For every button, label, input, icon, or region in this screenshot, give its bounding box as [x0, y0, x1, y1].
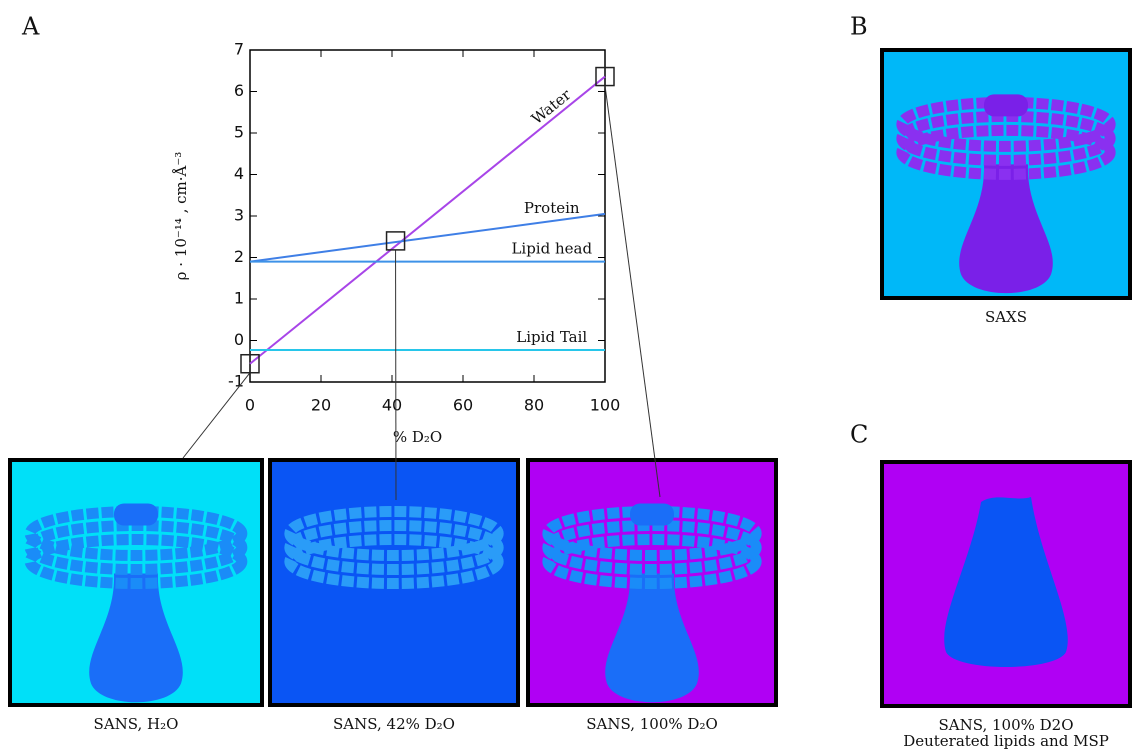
nanodisc-band [542, 520, 762, 575]
connector [604, 85, 661, 498]
protein-shape [89, 573, 183, 703]
nanodisc-band [542, 534, 762, 589]
nanodisc-band [896, 96, 1116, 152]
nanodisc-band [24, 534, 248, 589]
x-tick-label: 80 [524, 396, 544, 415]
protein-top [984, 94, 1028, 117]
panel-label: B [850, 13, 868, 41]
x-tick-label: 20 [311, 396, 331, 415]
x-tick-label: 100 [590, 396, 621, 415]
nanodisc-band [284, 534, 504, 589]
nanodisc-band [542, 506, 762, 561]
sample-image [526, 458, 778, 707]
x-tick-label: 60 [453, 396, 473, 415]
y-axis-label: ρ · 10⁻¹⁴ , cm·Å⁻³ [172, 152, 190, 281]
line [249, 75, 606, 365]
panel-label: C [850, 421, 868, 449]
y-tick-label: 6 [234, 81, 244, 100]
nanodisc-band [284, 506, 504, 561]
y-tick-label: -1 [228, 372, 244, 391]
protein-shape [959, 164, 1053, 294]
panel-label: A [21, 13, 40, 41]
y-tick-label: 4 [234, 164, 244, 183]
sample-image [268, 458, 520, 707]
y-tick-label: 3 [234, 206, 244, 225]
highlight-marker [240, 353, 260, 374]
image-caption: SANS, H₂O [94, 715, 179, 733]
y-tick-label: 5 [234, 123, 244, 142]
image-caption: SAXS [985, 308, 1027, 326]
y-tick-label: 0 [234, 330, 244, 349]
y-tick-label: 2 [234, 247, 244, 266]
sample-image [8, 458, 264, 707]
y-tick-label: 1 [234, 289, 244, 308]
series-label: Protein [524, 199, 580, 217]
x-tick-label: 40 [382, 396, 402, 415]
protein-shape [605, 573, 699, 703]
connector [182, 372, 251, 459]
sample-image [880, 460, 1132, 708]
nanodisc-band [896, 110, 1116, 166]
plot-frame [249, 49, 606, 383]
x-tick-label: 0 [245, 396, 255, 415]
nanodisc-band [896, 124, 1116, 180]
y-tick-label: 7 [234, 40, 244, 59]
sample-image [880, 48, 1132, 300]
series-label: Lipid Tail [516, 328, 587, 346]
image-caption: Deuterated lipids and MSP [903, 732, 1109, 750]
highlight-marker [385, 231, 406, 251]
highlight-marker [595, 66, 615, 87]
image-caption: SANS, 100% D2O [938, 716, 1073, 734]
protein-shape [944, 497, 1068, 667]
line [249, 212, 606, 263]
x-axis-label: % D₂O [393, 428, 442, 446]
image-caption: SANS, 42% D₂O [333, 715, 455, 733]
image-frame [268, 458, 520, 707]
series-label: Lipid head [511, 240, 592, 258]
image-caption: SANS, 100% D₂O [586, 715, 718, 733]
protein-top [630, 503, 674, 526]
nanodisc-band [284, 520, 504, 575]
protein-top [114, 503, 158, 526]
